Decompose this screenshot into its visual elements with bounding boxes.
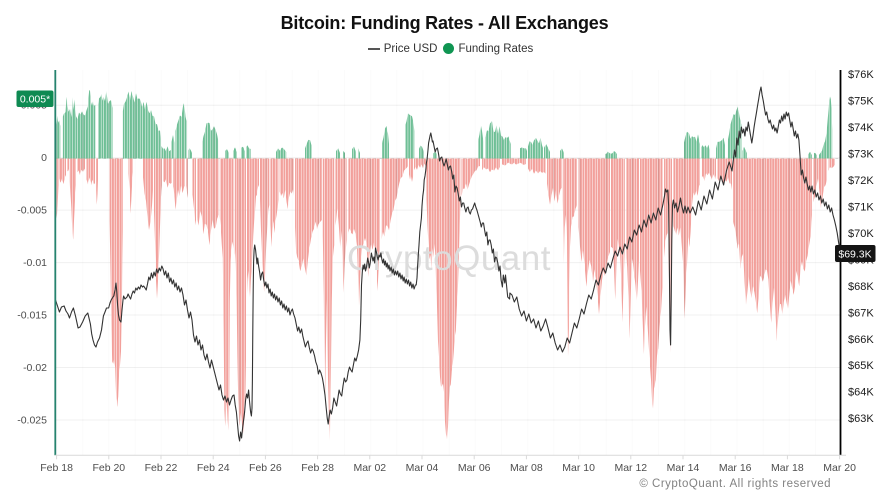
svg-text:CryptoQuant: CryptoQuant (347, 239, 551, 278)
svg-text:$64K: $64K (848, 387, 874, 399)
svg-text:Mar 08: Mar 08 (510, 462, 543, 474)
svg-text:Mar 18: Mar 18 (771, 462, 804, 474)
svg-text:$70K: $70K (848, 228, 874, 240)
svg-text:Mar 12: Mar 12 (614, 462, 647, 474)
svg-text:Mar 10: Mar 10 (562, 462, 595, 474)
svg-text:$75K: $75K (848, 95, 874, 107)
svg-text:Feb 22: Feb 22 (145, 462, 178, 474)
svg-text:$67K: $67K (848, 307, 874, 319)
svg-text:Mar 20: Mar 20 (823, 462, 856, 474)
svg-text:$73K: $73K (848, 148, 874, 160)
svg-text:$76K: $76K (848, 69, 874, 81)
svg-text:-0.015: -0.015 (17, 310, 47, 322)
svg-text:0.005*: 0.005* (20, 94, 50, 106)
svg-text:Feb 28: Feb 28 (301, 462, 334, 474)
svg-text:© CryptoQuant. All rights rese: © CryptoQuant. All rights reserved (639, 478, 831, 490)
svg-text:Feb 18: Feb 18 (40, 462, 73, 474)
svg-text:$69.3K: $69.3K (838, 249, 871, 261)
svg-text:$66K: $66K (848, 334, 874, 346)
svg-text:Feb 24: Feb 24 (197, 462, 230, 474)
svg-text:Mar 14: Mar 14 (667, 462, 700, 474)
svg-text:Feb 20: Feb 20 (92, 462, 125, 474)
svg-text:Mar 06: Mar 06 (458, 462, 491, 474)
svg-text:Feb 26: Feb 26 (249, 462, 282, 474)
svg-text:$72K: $72K (848, 175, 874, 187)
svg-text:-0.01: -0.01 (23, 257, 47, 269)
svg-text:-0.025: -0.025 (17, 415, 47, 427)
svg-text:Mar 04: Mar 04 (406, 462, 439, 474)
svg-text:-0.005: -0.005 (17, 205, 47, 217)
svg-text:Mar 16: Mar 16 (719, 462, 752, 474)
svg-text:0: 0 (41, 152, 47, 164)
svg-text:$68K: $68K (848, 281, 874, 293)
svg-text:$63K: $63K (848, 413, 874, 425)
svg-text:-0.02: -0.02 (23, 362, 47, 374)
svg-text:$65K: $65K (848, 360, 874, 372)
svg-text:$71K: $71K (848, 201, 874, 213)
svg-text:Mar 02: Mar 02 (353, 462, 386, 474)
svg-text:$74K: $74K (848, 122, 874, 134)
